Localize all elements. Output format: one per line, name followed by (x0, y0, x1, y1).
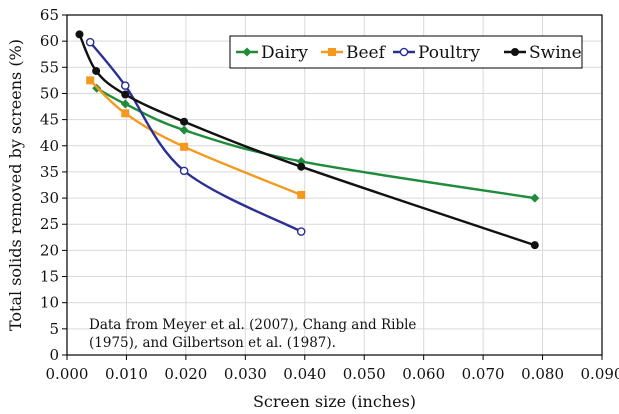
data-source-annotation: Data from Meyer et al. (2007), Chang and… (89, 317, 416, 351)
y-axis-ticks: 0 5 10 15 20 25 30 35 40 45 50 55 60 65 (40, 6, 67, 364)
series-layer (75, 30, 540, 250)
data-point-swine (92, 66, 101, 75)
y-tick-label: 65 (40, 6, 59, 24)
y-tick-label: 50 (40, 84, 59, 102)
legend-label: Dairy (261, 43, 308, 63)
data-point-poultry (120, 81, 130, 90)
data-point-dairy (179, 125, 189, 135)
series-line-poultry (89, 41, 302, 233)
x-tick-label: 0.000 (46, 365, 89, 383)
legend-label: Poultry (418, 43, 480, 63)
data-point-beef (180, 142, 189, 151)
series-line-dairy (96, 87, 536, 200)
y-tick-label: 20 (40, 241, 59, 259)
data-point-poultry (296, 227, 306, 236)
data-point-beef (86, 76, 95, 85)
y-tick-label: 45 (40, 111, 59, 129)
x-axis-title: Screen size (inches) (253, 392, 416, 411)
y-tick-label: 60 (40, 32, 59, 50)
plot-frame (66, 14, 603, 356)
data-point-beef (121, 109, 130, 118)
y-tick-label: 40 (40, 137, 59, 155)
annotation-line-2: (1975), and Gilbertson et al. (1987). (89, 335, 336, 351)
y-axis-title: Total solids removed by screens (%) (6, 39, 25, 331)
y-tick-label: 15 (40, 268, 59, 286)
data-point-swine (530, 241, 539, 250)
x-tick-label: 0.080 (521, 365, 564, 383)
x-tick-label: 0.070 (462, 365, 505, 383)
data-point-dairy (120, 99, 130, 109)
legend-swatch-marker (328, 48, 336, 56)
annotation-line-1: Data from Meyer et al. (2007), Chang and… (89, 317, 416, 333)
y-tick-label: 30 (40, 189, 59, 207)
data-point-beef (297, 190, 306, 199)
series-line-beef (89, 79, 302, 197)
x-tick-label: 0.050 (343, 365, 386, 383)
legend-swatch-marker (511, 48, 519, 56)
data-point-swine (121, 90, 130, 99)
y-tick-label: 55 (40, 58, 59, 76)
data-point-swine (180, 117, 189, 126)
data-point-swine (75, 30, 84, 39)
x-tick-label: 0.030 (224, 365, 267, 383)
legend-item-beef: Beef (321, 43, 387, 63)
legend-label: Swine (529, 43, 582, 63)
x-tick-label: 0.040 (283, 365, 326, 383)
series-poultry (85, 37, 306, 236)
y-tick-label: 0 (49, 346, 59, 364)
data-point-poultry (85, 37, 95, 47)
data-point-dairy (530, 193, 540, 203)
x-tick-label: 0.060 (402, 365, 445, 383)
legend-item-poultry: Poultry (393, 43, 480, 63)
legend-swatch-marker (242, 47, 252, 57)
x-axis-ticks: 0.000 0.010 0.020 0.030 0.040 0.050 0.060 0.070… (46, 355, 619, 383)
data-point-swine (297, 162, 306, 171)
x-tick-label: 0.010 (105, 365, 148, 383)
y-tick-label: 35 (40, 163, 59, 181)
legend: Dairy Beef Poultry Swine (229, 35, 583, 69)
legend-item-dairy: Dairy (236, 43, 308, 63)
y-tick-label: 5 (49, 320, 59, 338)
data-point-poultry (179, 166, 189, 176)
y-tick-label: 10 (40, 294, 59, 312)
legend-swatch-marker (399, 47, 409, 57)
legend-item-swine: Swine (504, 43, 582, 63)
legend-label: Beef (346, 43, 387, 63)
x-tick-label: 0.090 (581, 365, 619, 383)
y-tick-label: 25 (40, 215, 59, 233)
x-tick-label: 0.020 (164, 365, 207, 383)
series-swine (75, 30, 539, 250)
series-beef (86, 76, 306, 199)
